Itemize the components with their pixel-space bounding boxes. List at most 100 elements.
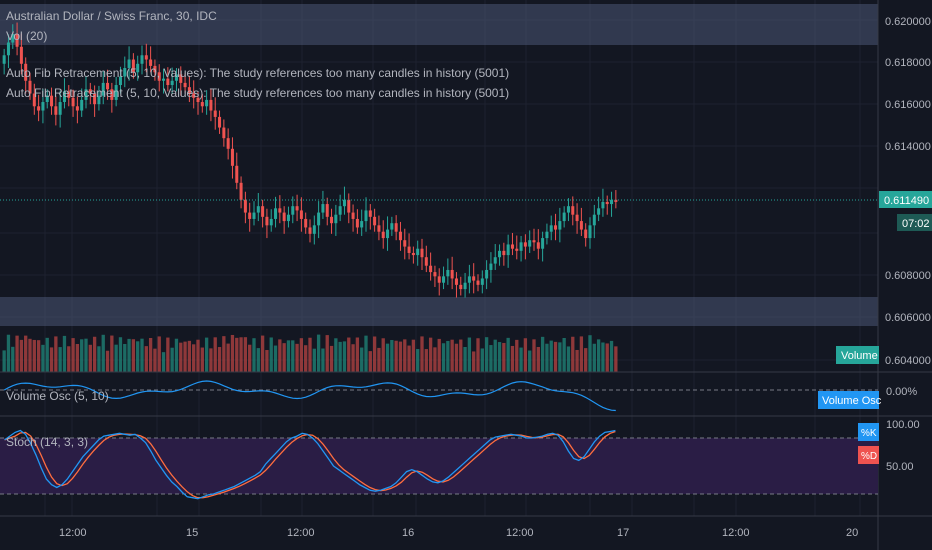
volume-bar: [566, 346, 571, 372]
candle-body: [549, 225, 553, 232]
volume-bar: [454, 343, 459, 372]
candle-body: [416, 248, 420, 256]
volume-bar: [196, 339, 200, 372]
volume-bar: [101, 334, 105, 372]
volume-bar: [528, 350, 532, 372]
vol-legend[interactable]: Vol (20): [6, 29, 47, 43]
candle-body: [196, 97, 200, 103]
volume-bar: [596, 339, 601, 372]
symbol-title[interactable]: Australian Dollar / Swiss Franc, 30, IDC: [6, 9, 217, 23]
volume-bar: [351, 344, 355, 372]
candle-body: [601, 201, 605, 209]
candle-body: [304, 218, 308, 228]
candle-body: [183, 82, 187, 88]
candle-body: [58, 102, 62, 115]
candle-body: [364, 210, 368, 222]
current-price-badge: [879, 191, 932, 208]
volume-bar: [24, 335, 28, 372]
volosc-legend[interactable]: Volume Osc (5, 10): [6, 389, 109, 403]
volume-bar: [411, 339, 416, 372]
volume-bar: [123, 343, 127, 372]
volume-bar: [304, 345, 308, 372]
candle-body: [528, 240, 532, 247]
candle-body: [592, 214, 596, 226]
volume-bar: [80, 339, 84, 372]
stoch-k-badge-label: %K: [861, 428, 877, 439]
stoch-legend[interactable]: Stoch (14, 3, 3): [6, 435, 88, 449]
title-highlight-band: [0, 4, 878, 45]
candle-body: [610, 199, 614, 205]
candle-body: [467, 276, 471, 283]
candle-body: [80, 99, 84, 111]
volume-bar: [416, 349, 420, 372]
volume-bar: [489, 345, 493, 372]
time-tick: 20: [846, 527, 858, 539]
candle-body: [28, 80, 32, 94]
volume-bar: [67, 346, 71, 372]
volume-bar: [148, 338, 153, 372]
time-axis[interactable]: 12:00 15 12:00 16 12:00 17 12:00 20: [59, 527, 858, 539]
candle-body: [144, 55, 148, 60]
volume-bar: [62, 335, 67, 372]
volosc-badge-label: Volume Osc: [822, 395, 882, 407]
candle-body: [480, 278, 484, 285]
volume-bar: [450, 339, 454, 372]
volume-badge-label: Volume: [841, 350, 878, 362]
candle-body: [446, 269, 450, 277]
volume-bar: [433, 347, 437, 372]
candle-body: [174, 74, 178, 81]
volume-bar: [545, 343, 549, 372]
volume-bar: [446, 340, 450, 372]
candle-body: [24, 63, 28, 81]
volume-bar: [110, 335, 114, 372]
volume-bar: [368, 351, 372, 372]
candle-body: [6, 42, 10, 56]
candle-body: [71, 97, 75, 107]
candle-body: [536, 242, 540, 249]
price-tick: 0.618000: [885, 57, 931, 69]
price-axis-panel[interactable]: [878, 0, 932, 550]
volume-bar: [291, 340, 295, 372]
volume-bar: [256, 348, 260, 372]
price-tick: 0.606000: [885, 312, 931, 324]
volume-bar: [407, 345, 411, 372]
candle-body: [347, 199, 351, 213]
volume-bar: [484, 337, 489, 372]
countdown-badge: [897, 214, 932, 231]
volume-bar: [217, 347, 222, 372]
volume-bar: [338, 341, 342, 372]
candle-body: [239, 182, 243, 200]
candle-body: [317, 212, 321, 226]
candle-body: [205, 99, 209, 107]
candle-body: [351, 212, 355, 219]
candle-body: [32, 93, 36, 107]
current-price-label: 0.611490: [884, 195, 929, 207]
volume-bar: [609, 340, 614, 372]
candle-body: [62, 91, 66, 103]
volume-bar: [390, 340, 394, 372]
candle-body: [282, 212, 286, 222]
fib-warning-1[interactable]: Auto Fib Retracement (5, 10, Values): Th…: [6, 66, 509, 80]
candle-body: [571, 206, 575, 215]
candle-body: [106, 82, 110, 90]
volume-bar: [605, 343, 609, 372]
candle-body: [562, 212, 566, 222]
volume-bars: [2, 334, 618, 372]
volume-bar: [497, 342, 502, 372]
volume-bar: [49, 347, 54, 372]
candle-body: [179, 74, 183, 83]
candle-body: [554, 225, 558, 230]
volume-bar: [381, 338, 385, 372]
fib-warning-2[interactable]: Auto Fib Retracement (5, 10, Values): Th…: [6, 86, 509, 100]
volume-bar: [286, 340, 291, 372]
volume-bar: [192, 344, 196, 372]
volume-bar: [161, 352, 166, 372]
candle-body: [334, 214, 338, 224]
candle-body: [394, 223, 398, 232]
volume-bar: [614, 346, 618, 372]
time-tick: 12:00: [287, 527, 315, 539]
volume-bar: [88, 344, 92, 372]
volume-bar: [166, 337, 170, 372]
candle-body: [579, 221, 583, 230]
